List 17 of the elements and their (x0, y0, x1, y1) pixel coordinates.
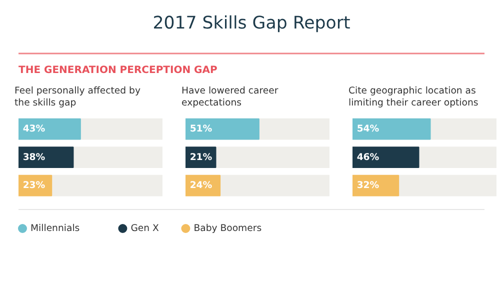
data-label: 23% (22, 180, 46, 192)
data-label: 51% (190, 124, 213, 135)
data-label: 24% (190, 180, 213, 192)
data-label: 46% (356, 152, 380, 163)
text: THE GENERATION PERCEPTION GAP (18, 65, 218, 76)
legend-label: Gen X (130, 223, 160, 234)
chart-title: Cite geographic location as limiting their career options (348, 85, 478, 108)
data-label: 32% (356, 180, 380, 192)
data-label: 38% (22, 152, 46, 163)
data-label: 54% (356, 124, 380, 135)
legend-label: Millennials (30, 223, 80, 234)
chart-title: Have lowered career expectations (182, 85, 278, 108)
text: 2017 Skills Gap Report (152, 14, 351, 34)
data-label: 21% (190, 152, 213, 163)
data-label: 43% (22, 124, 46, 135)
legend-label: Baby Boomers (194, 223, 262, 234)
chart-title: Feel personally affected by the skills gap (14, 85, 141, 108)
